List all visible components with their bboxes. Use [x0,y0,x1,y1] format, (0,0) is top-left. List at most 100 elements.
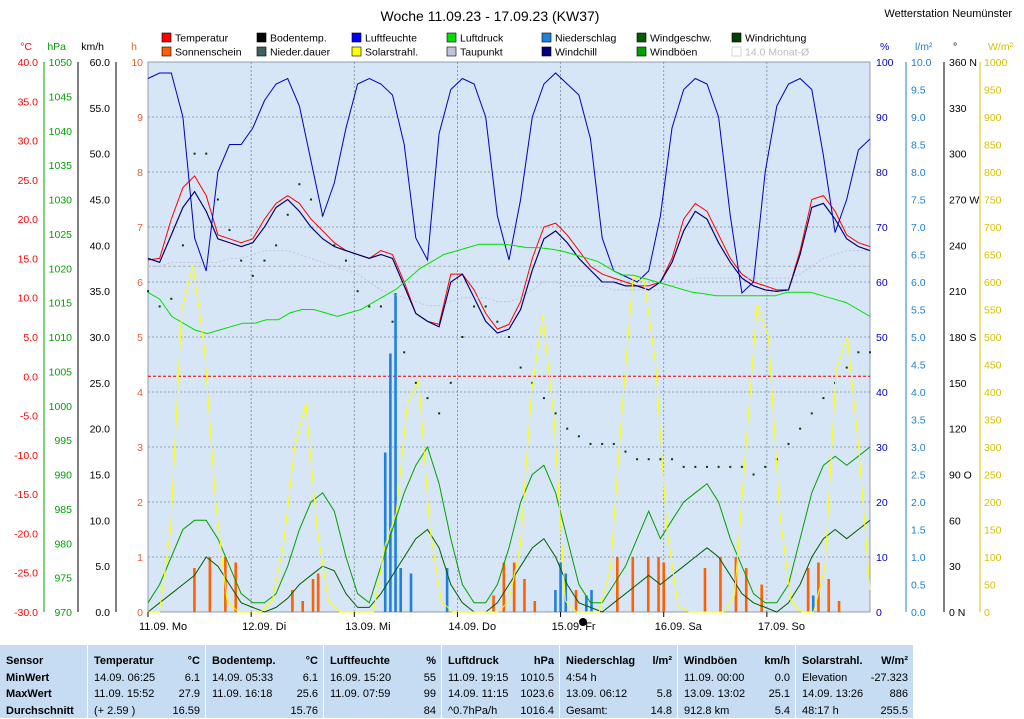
axis-tick-label: 180 S [949,332,976,344]
axis-tick-label: 0.0 [911,607,926,619]
wind-direction-dot [380,305,382,307]
stats-value: -27.323 [871,670,908,687]
axis-tick-label: 985 [54,504,72,516]
axis-tick-label: 10.0 [18,293,39,305]
bar-sonnenschein [533,601,536,612]
axis-tick-label: 50 [984,580,996,592]
wind-direction-dot [729,466,731,468]
today-marker [579,618,587,626]
stats-when: Gesamt: [566,703,608,719]
x-tick-label: 15.09. Fr [552,621,596,633]
station-name: Wetterstation Neumünster [884,8,1012,20]
axis-tick-label: 5.0 [95,561,110,573]
wind-direction-dot [636,458,638,460]
stats-when: 14.09. 06:25 [94,670,155,687]
wind-direction-dot [357,290,359,292]
wind-direction-dot [857,351,859,353]
axis-tick-label: 9.5 [911,85,926,97]
axis-tick-label: 450 [984,360,1002,372]
wind-direction-dot [590,443,592,445]
bar-niederschlag [389,354,392,613]
axis-tick-label: 20.0 [90,424,111,436]
axis-tick-label: 6.0 [911,277,926,289]
wind-direction-dot [671,458,673,460]
stats-title: Temperatur [94,653,154,670]
legend-swatch [352,47,361,56]
axis-tick-label: 10 [131,57,143,69]
wind-direction-dot [543,397,545,399]
wind-direction-dot [787,443,789,445]
bar-sonnenschein [312,579,315,612]
wind-direction-dot [613,443,615,445]
axis-tick-label: 1020 [49,263,73,275]
axis-tick-label: 1 [137,552,143,564]
stats-when: 11.09. 00:00 [684,670,744,687]
axis-tick-label: 3.5 [911,415,926,427]
wind-direction-dot [275,244,277,246]
axis-tick-label: 45.0 [90,195,111,207]
stats-value: 0.0 [775,670,790,687]
axis-tick-label: 25.0 [90,378,111,390]
axis-tick-label: -30.0 [14,607,38,619]
axis-tick-label: 900 [984,112,1002,124]
stats-unit: km/h [764,653,790,670]
wind-direction-dot [555,412,557,414]
stats-when: 11.09. 19:15 [448,670,508,687]
axis-tick-label: 2.0 [911,497,926,509]
wind-direction-dot [811,412,813,414]
wind-direction-dot [869,351,871,353]
axis-tick-label: 150 [984,525,1002,537]
axis-tick-label: 90 [876,112,888,124]
stats-row: 11.09. 00:00 0.0 [684,670,790,687]
legend-label: Luftfeuchte [365,33,417,45]
legend-label: Nieder.dauer [270,47,331,59]
stats-value: 6.1 [185,670,200,687]
stats-unit: W/m² [881,653,908,670]
axis-tick-label: 5 [137,332,143,344]
stats-when: 13.09. 06:12 [566,686,627,703]
stats-value: 5.4 [775,703,790,719]
axis-tick-label: 150 [949,378,967,390]
axis-tick-label: 35.0 [18,96,39,108]
axis-tick-label: 7.0 [911,222,926,234]
stats-unit: °C [306,653,318,670]
wind-direction-dot [159,305,161,307]
stats-row: 4:54 h [566,670,672,687]
axis-tick-label: 60 [949,515,961,527]
axis-tick-label: 975 [54,573,72,585]
stats-unit: l/m² [652,653,672,670]
stats-row: (+ 2.59 )16.59 [94,703,200,719]
legend-swatch [447,47,456,56]
stats-when: (+ 2.59 ) [94,703,135,719]
wind-direction-dot [822,397,824,399]
bar-niederschlag [399,568,402,612]
wind-direction-dot [473,305,475,307]
stats-title: Luftdruck [448,653,499,670]
stats-row: Gesamt:14.8 [566,703,672,719]
stats-unit: °C [188,653,200,670]
axis-tick-label: 210 [949,286,967,298]
axis-tick-label: 0 [137,607,143,619]
axis-unit-label: % [880,41,889,53]
axis-tick-label: 3 [137,442,143,454]
wind-direction-dot [485,305,487,307]
wind-direction-dot [217,199,219,201]
stats-row: 14.09. 06:25 6.1 [94,670,200,687]
stats-title: Windböen [684,653,737,670]
axis-tick-label: 500 [984,332,1002,344]
bar-sonnenschein [301,601,304,612]
wind-direction-dot [718,466,720,468]
chart-title: Woche 11.09.23 - 17.09.23 (KW37) [381,8,600,24]
axis-tick-label: 1.0 [911,552,926,564]
legend-swatch [352,33,361,42]
wind-direction-dot [659,458,661,460]
axis-tick-label: 7 [137,222,143,234]
bar-niederschlag [554,590,557,612]
x-tick-label: 13.09. Mi [345,621,390,633]
